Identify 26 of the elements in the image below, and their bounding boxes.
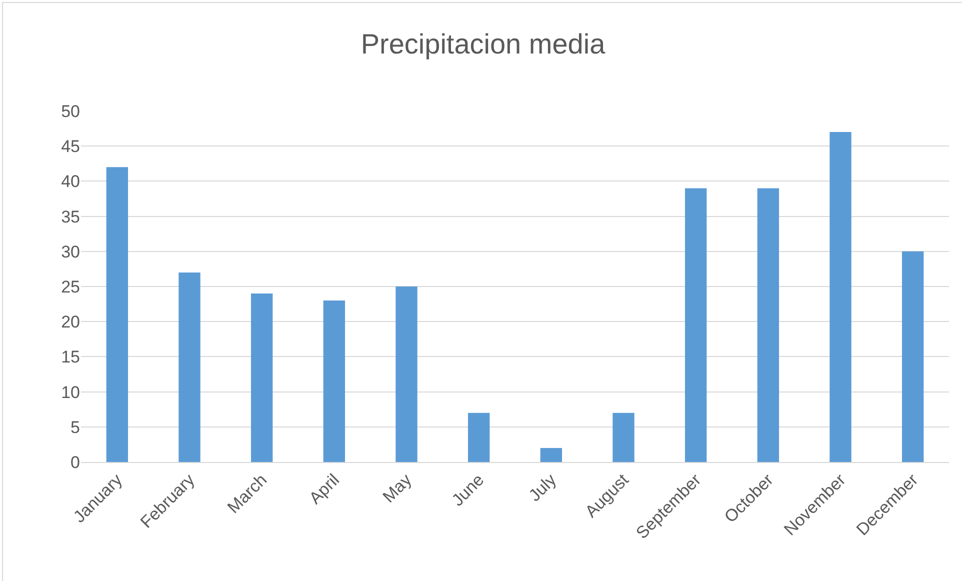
x-tick-label: May [379, 470, 416, 506]
y-tick-label: 5 [70, 418, 80, 437]
bar [250, 294, 273, 462]
y-tick-label: 45 [61, 137, 80, 156]
y-tick-label: 20 [61, 312, 80, 332]
bar [830, 132, 852, 462]
bar [684, 188, 707, 462]
y-tick-label: 15 [61, 348, 80, 367]
bar [612, 412, 634, 462]
y-tick-label: 40 [61, 172, 80, 192]
bar [178, 272, 200, 462]
y-tick-label: 10 [61, 382, 80, 402]
y-tick-label: 30 [61, 242, 80, 262]
bar [468, 412, 490, 462]
bar [902, 251, 924, 462]
y-tick-label: 50 [61, 102, 80, 121]
bar [396, 286, 418, 462]
y-tick-label: 35 [61, 207, 80, 226]
bar [757, 188, 780, 462]
y-tick-label: 0 [70, 452, 80, 472]
bar [323, 300, 346, 462]
chart-title: Precipitacion media [360, 28, 606, 60]
bar [106, 167, 128, 462]
x-tick-label: July [525, 470, 560, 506]
bar [540, 448, 562, 462]
y-tick-label: 25 [61, 277, 80, 296]
